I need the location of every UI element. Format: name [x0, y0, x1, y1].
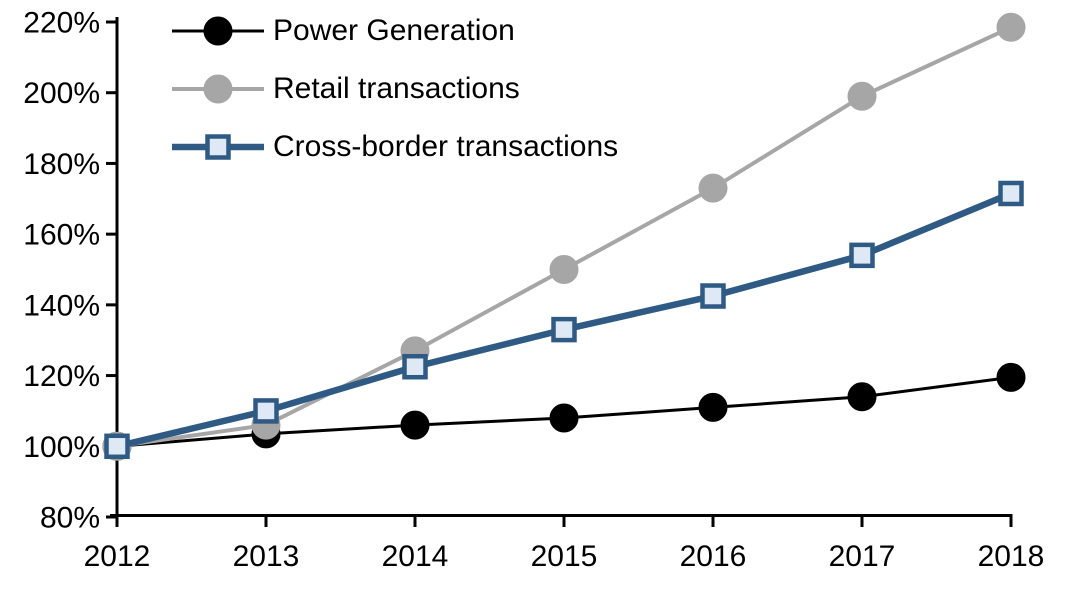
x-axis-tick-label: 2014	[382, 540, 449, 573]
y-axis-tick-label: 120%	[23, 360, 100, 393]
x-axis-tick-label: 2018	[978, 540, 1045, 573]
data-point-marker	[698, 173, 728, 203]
data-point-marker	[698, 392, 728, 422]
data-point-marker	[847, 81, 877, 111]
legend-marker-sample	[205, 134, 231, 160]
data-point-marker	[996, 362, 1026, 392]
legend-label-cross-border-transactions: Cross-border transactions	[273, 130, 619, 163]
y-axis-tick-label: 80%	[40, 502, 100, 535]
data-point-marker	[549, 255, 579, 284]
data-point-marker	[402, 353, 428, 380]
legend-marker-sample	[203, 16, 233, 46]
data-point-marker	[700, 283, 726, 309]
legend-item-power-generation: Power Generation	[172, 2, 618, 60]
data-point-marker	[253, 398, 279, 424]
legend-marker-retail-transactions	[172, 74, 264, 104]
data-point-marker	[551, 316, 577, 343]
x-axis-tick-label: 2013	[233, 540, 300, 573]
x-axis-tick-label: 2015	[531, 540, 598, 573]
x-axis-tick-label: 2012	[84, 540, 151, 573]
legend-label-power-generation: Power Generation	[273, 14, 515, 47]
x-axis-tick-label: 2017	[829, 540, 896, 573]
data-point-marker	[849, 242, 875, 269]
series-retail-transactions	[102, 12, 1026, 461]
legend-marker-power-generation	[172, 16, 264, 46]
data-point-marker	[104, 433, 130, 460]
data-point-marker	[549, 403, 579, 433]
y-axis-tick-label: 160%	[23, 219, 100, 252]
series-cross-border-transactions	[104, 180, 1024, 460]
y-axis-tick-label: 140%	[23, 289, 100, 322]
y-axis-tick-label: 200%	[23, 77, 100, 110]
x-axis-tick-label: 2016	[680, 540, 747, 573]
legend-item-cross-border-transactions: Cross-border transactions	[172, 118, 618, 176]
data-point-marker	[847, 382, 877, 412]
y-axis-tick-label: 100%	[23, 431, 100, 464]
y-axis-tick-label: 180%	[23, 148, 100, 181]
y-axis-tick-label: 220%	[23, 7, 100, 40]
legend: Power Generation Retail transactions Cro…	[172, 2, 618, 176]
legend-marker-cross-border-transactions	[172, 134, 264, 160]
series-power-generation	[102, 362, 1026, 461]
legend-item-retail-transactions: Retail transactions	[172, 60, 618, 118]
legend-label-retail-transactions: Retail transactions	[273, 72, 520, 105]
legend-marker-sample	[203, 74, 233, 104]
data-point-marker	[400, 410, 430, 440]
data-point-marker	[996, 12, 1026, 42]
data-point-marker	[998, 180, 1024, 207]
